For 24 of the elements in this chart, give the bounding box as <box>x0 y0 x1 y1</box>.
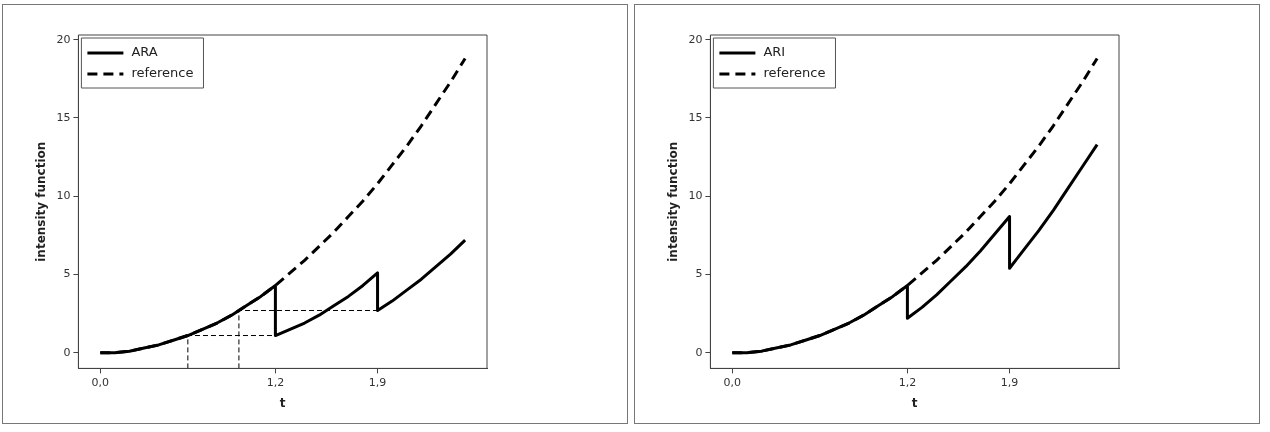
x-tick-label: 0,0 <box>723 375 742 389</box>
y-tick-label: 5 <box>63 267 71 281</box>
y-axis-title: intensity function <box>34 141 49 262</box>
x-axis-title: t <box>279 395 286 410</box>
y-tick-label: 15 <box>688 110 703 124</box>
x-tick-label: 0,0 <box>91 375 110 389</box>
y-tick-label: 10 <box>688 189 703 203</box>
x-tick-label: 1,9 <box>1000 375 1019 389</box>
y-tick-label: 10 <box>56 189 71 203</box>
legend-label: reference <box>763 65 826 81</box>
x-tick-label: 1,2 <box>266 375 285 389</box>
y-tick-label: 20 <box>688 32 703 46</box>
x-tick-label: 1,9 <box>368 375 387 389</box>
y-axis-title: intensity function <box>666 141 681 262</box>
y-tick-label: 15 <box>56 110 71 124</box>
y-tick-label: 0 <box>63 345 71 359</box>
y-tick-label: 20 <box>56 32 71 46</box>
legend-label: ARA <box>131 44 158 60</box>
y-tick-label: 5 <box>695 267 703 281</box>
y-tick-label: 0 <box>695 345 703 359</box>
legend-label: ARI <box>763 44 786 60</box>
legend-label: reference <box>131 65 194 81</box>
x-axis-title: t <box>911 395 918 410</box>
x-tick-label: 1,2 <box>898 375 917 389</box>
